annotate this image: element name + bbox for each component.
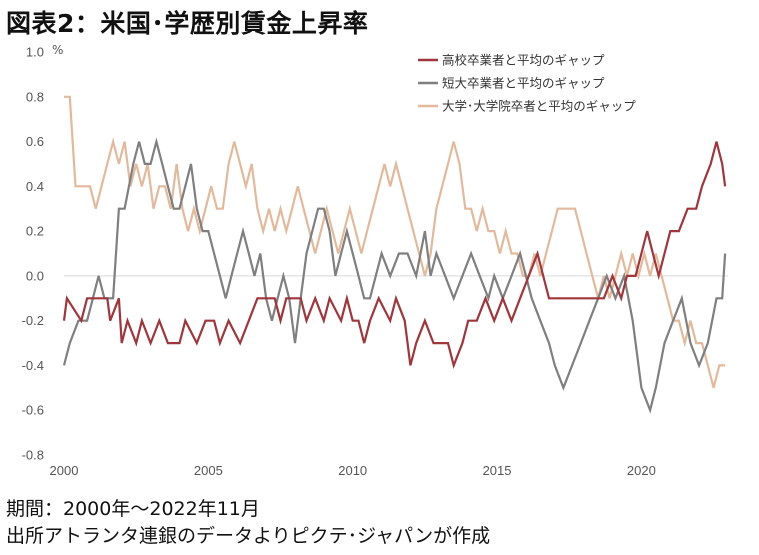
y-tick-label: 0.6 <box>26 134 44 149</box>
y-tick-label: -0.2 <box>22 313 44 328</box>
legend-label: 高校卒業者と平均のギャップ <box>442 53 605 68</box>
y-tick-label: 0.0 <box>26 268 44 283</box>
x-tick-label: 2005 <box>194 463 223 478</box>
x-axis-ticks: 2000 2005 2010 2015 2020 <box>50 463 656 478</box>
period-note: 期間：2000年～2022年11月 <box>6 498 260 520</box>
x-tick-label: 2015 <box>483 463 512 478</box>
series-line-3 <box>64 95 726 389</box>
y-tick-label: 0.4 <box>26 179 44 194</box>
y-tick-label: -0.4 <box>22 358 44 373</box>
page-title: 図表2：米国･学歴別賃金上昇率 <box>6 9 369 38</box>
y-tick-label: -0.6 <box>22 403 44 418</box>
y-axis-unit: % <box>52 43 64 57</box>
series-line-1 <box>62 141 727 369</box>
series-lines <box>62 95 727 414</box>
y-axis-ticks: 1.0 0.8 0.6 0.4 0.2 0.0 -0.2 -0.4 -0.6 -0.8 <box>22 45 44 463</box>
legend: 高校卒業者と平均のギャップ短大卒業者と平均のギャップ大学･大学院卒者と平均のギャ… <box>418 53 636 114</box>
source-note: 出所アトランタ連銀のデータよりピクテ･ジャパンが作成 <box>6 525 491 547</box>
x-tick-label: 2010 <box>338 463 367 478</box>
y-tick-label: -0.8 <box>22 448 44 463</box>
x-tick-label: 2000 <box>50 463 79 478</box>
legend-label: 短大卒業者と平均のギャップ <box>442 76 605 91</box>
legend-label: 大学･大学院卒者と平均のギャップ <box>442 99 636 114</box>
y-tick-label: 0.8 <box>26 89 44 104</box>
y-tick-label: 1.0 <box>26 45 44 60</box>
y-tick-label: 0.2 <box>26 224 44 239</box>
x-tick-label: 2020 <box>627 463 656 478</box>
